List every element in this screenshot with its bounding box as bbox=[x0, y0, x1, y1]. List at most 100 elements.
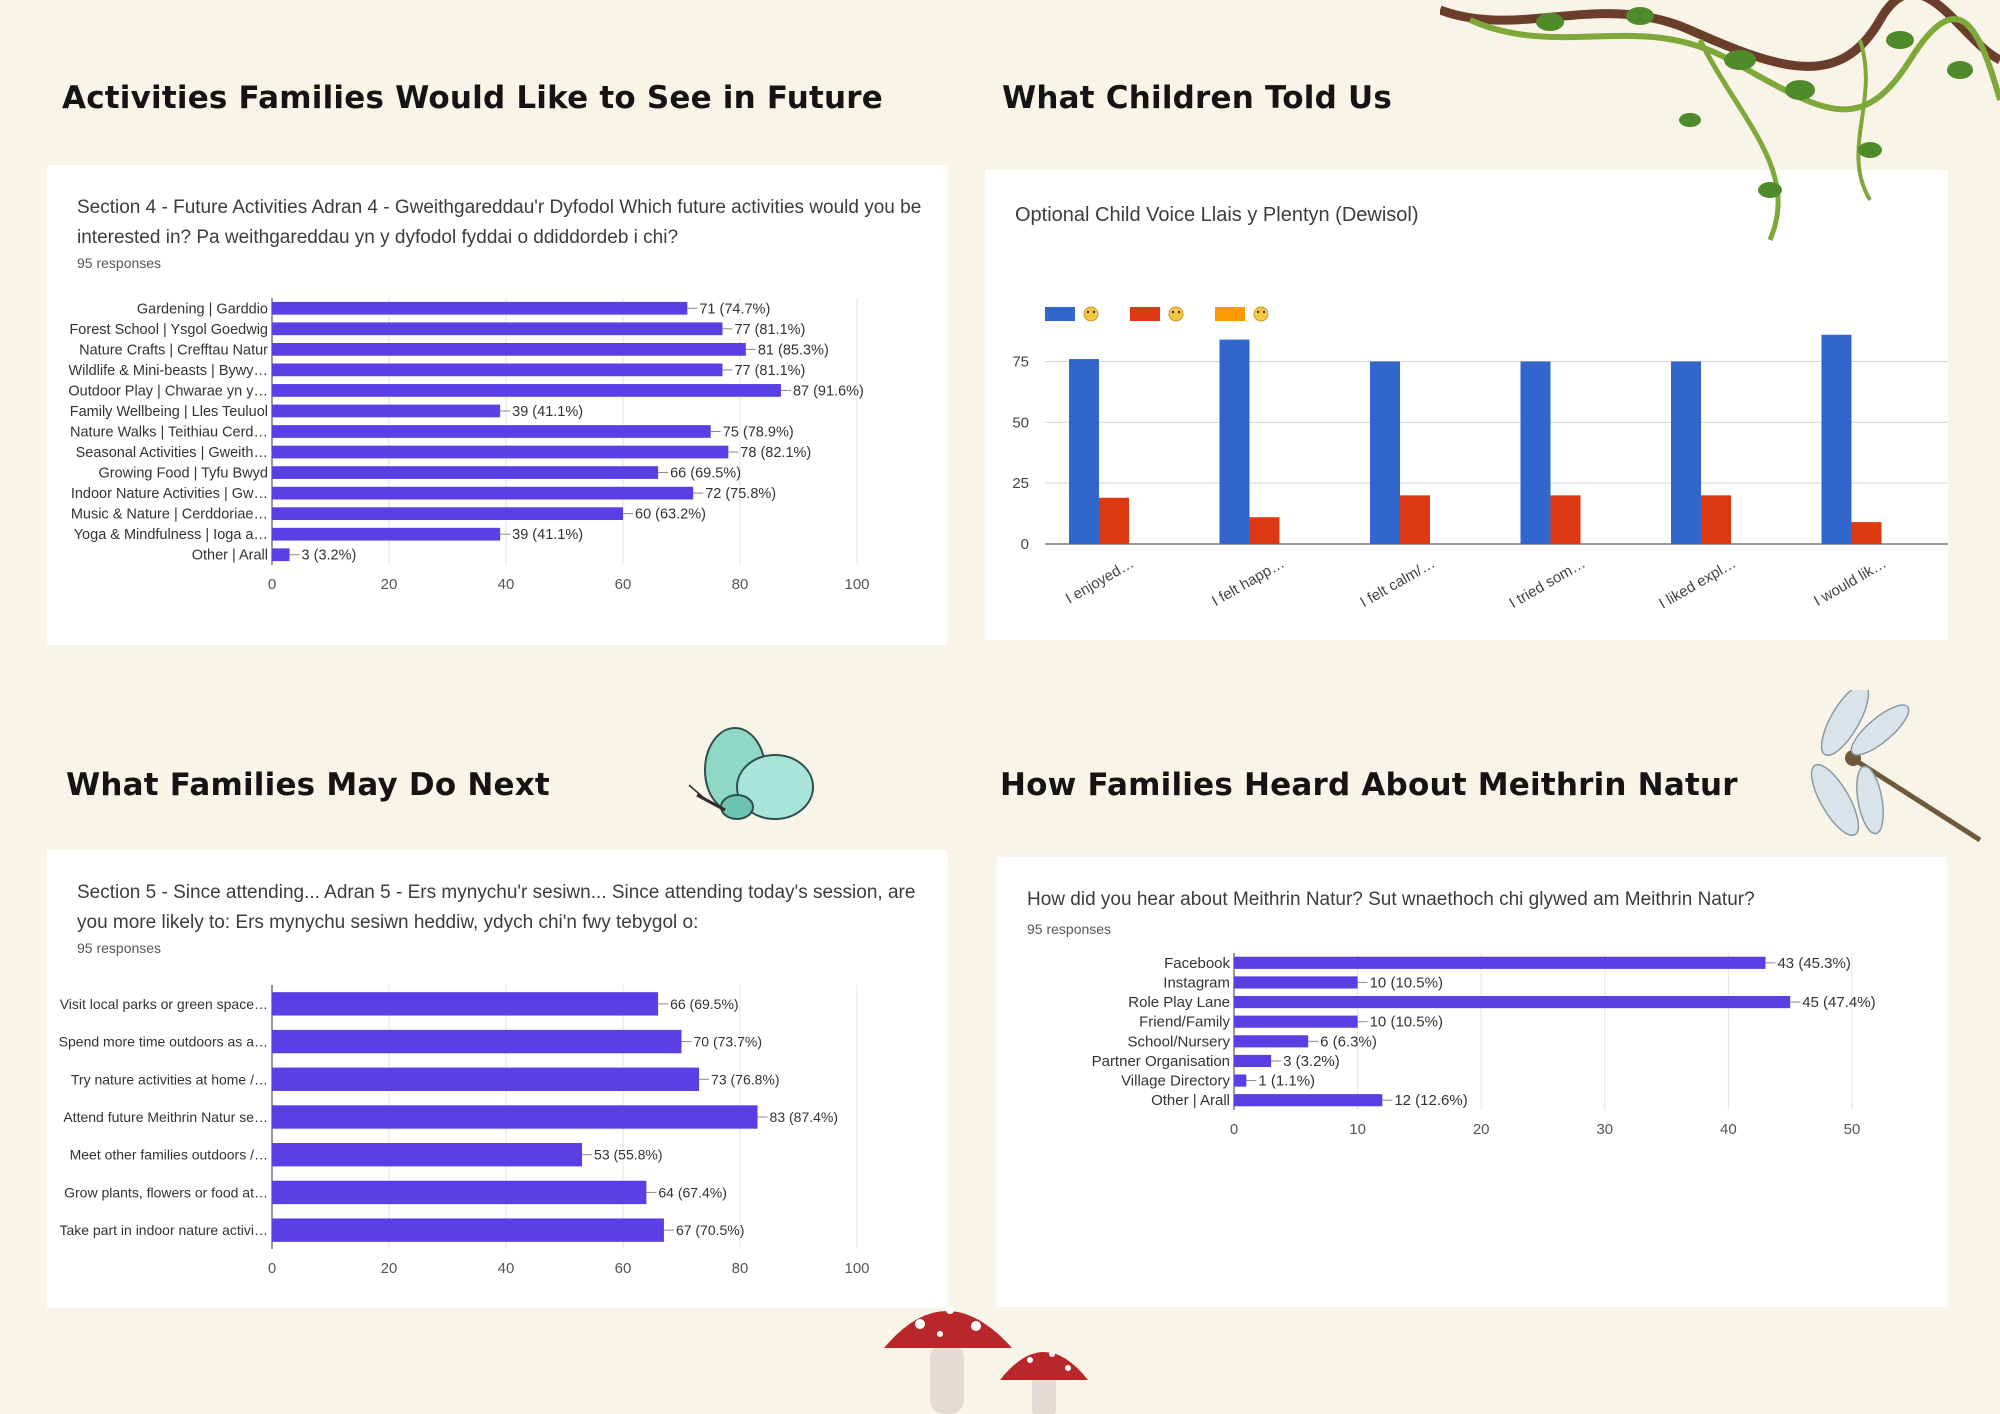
x-tick-label: 20 bbox=[381, 1260, 398, 1277]
bar bbox=[1234, 1054, 1272, 1068]
data-label: 1 (1.1%) bbox=[1258, 1073, 1315, 1090]
future-card-responses: 95 responses bbox=[77, 255, 162, 271]
data-label: 64 (67.4%) bbox=[658, 1184, 726, 1200]
heading-children-told-us: What Children Told Us bbox=[1002, 80, 1392, 116]
data-label: 67 (70.5%) bbox=[676, 1222, 744, 1238]
bar bbox=[1069, 359, 1099, 544]
y-tick-label: 0 bbox=[1021, 536, 1029, 553]
data-label: 77 (81.1%) bbox=[734, 363, 805, 379]
data-label: 66 (69.5%) bbox=[670, 466, 741, 482]
bar bbox=[1821, 334, 1852, 544]
bar bbox=[1701, 495, 1731, 544]
category-label: Outdoor Play | Chwarae yn y… bbox=[68, 383, 268, 399]
bar bbox=[272, 992, 659, 1016]
legend-eye bbox=[1086, 310, 1090, 314]
category-label: Meet other families outdoors /… bbox=[70, 1147, 268, 1163]
bar bbox=[272, 527, 501, 541]
data-label: 66 (69.5%) bbox=[670, 996, 738, 1012]
data-label: 45 (47.4%) bbox=[1802, 994, 1875, 1011]
category-label: Nature Walks | Teithiau Cerd… bbox=[70, 425, 268, 441]
bar bbox=[1234, 995, 1791, 1009]
bar bbox=[272, 466, 659, 479]
data-label: 71 (74.7%) bbox=[699, 301, 770, 317]
data-label: 87 (91.6%) bbox=[793, 383, 864, 399]
bar bbox=[272, 342, 746, 356]
legend-eye bbox=[1092, 310, 1096, 314]
bar bbox=[1671, 361, 1701, 544]
x-tick-label: 60 bbox=[615, 576, 632, 593]
x-tick-label: 40 bbox=[1720, 1121, 1737, 1138]
heard-card-responses: 95 responses bbox=[1027, 921, 1112, 937]
data-label: 72 (75.8%) bbox=[705, 486, 776, 502]
bar bbox=[272, 1067, 700, 1091]
x-tick-label: 0 bbox=[268, 576, 276, 593]
x-tick-label: 40 bbox=[498, 1260, 515, 1277]
data-label: 3 (3.2%) bbox=[302, 548, 357, 564]
category-label: I tried som… bbox=[1506, 555, 1588, 612]
category-label: I would lik… bbox=[1811, 555, 1890, 610]
bar bbox=[272, 445, 729, 459]
x-tick-label: 60 bbox=[615, 1260, 632, 1277]
data-label: 12 (12.6%) bbox=[1394, 1092, 1467, 1109]
x-tick-label: 100 bbox=[844, 576, 869, 593]
heading-future-activities: Activities Families Would Like to See in… bbox=[62, 80, 884, 116]
y-tick-label: 50 bbox=[1012, 414, 1029, 431]
category-label: Other | Arall bbox=[1151, 1092, 1230, 1109]
bar bbox=[272, 1143, 583, 1167]
bar bbox=[1219, 339, 1250, 544]
category-label: Forest School | Ysgol Goedwig bbox=[69, 322, 268, 338]
next-card-responses: 95 responses bbox=[77, 940, 162, 956]
data-label: 10 (10.5%) bbox=[1370, 1014, 1443, 1031]
heard-card-title: How did you hear about Meithrin Natur? S… bbox=[1027, 889, 1755, 910]
x-tick-label: 30 bbox=[1596, 1121, 1613, 1138]
child-card-title: Optional Child Voice Llais y Plentyn (De… bbox=[1015, 204, 1419, 226]
vine-decoration bbox=[1440, 0, 2000, 241]
x-tick-label: 10 bbox=[1349, 1121, 1366, 1138]
category-label: I enjoyed… bbox=[1063, 555, 1137, 608]
bar bbox=[272, 322, 723, 336]
bar bbox=[272, 507, 623, 521]
bar bbox=[272, 404, 501, 418]
y-tick-label: 25 bbox=[1012, 475, 1029, 492]
category-label: School/Nursery bbox=[1127, 1033, 1230, 1050]
heard-about-card: How did you hear about Meithrin Natur? S… bbox=[997, 857, 1947, 1307]
bar bbox=[272, 1105, 758, 1129]
frowning-face-icon bbox=[1253, 306, 1269, 322]
category-label: Wildlife & Mini-beasts | Bywy… bbox=[68, 363, 268, 379]
legend-swatch bbox=[1215, 307, 1245, 321]
x-tick-label: 100 bbox=[844, 1260, 869, 1277]
bar bbox=[1234, 1074, 1247, 1087]
category-label: Visit local parks or green space… bbox=[60, 996, 268, 1012]
y-tick-label: 75 bbox=[1012, 354, 1029, 371]
families-next-chart: 0 20 40 60 80 100 Visit local parks or green s… bbox=[59, 985, 870, 1277]
bar bbox=[1099, 497, 1129, 544]
data-label: 3 (3.2%) bbox=[1283, 1053, 1340, 1070]
category-label: Take part in indoor nature activi… bbox=[59, 1222, 268, 1238]
category-label: Other | Arall bbox=[192, 548, 268, 564]
bar bbox=[1234, 1094, 1383, 1107]
category-label: Grow plants, flowers or food at… bbox=[64, 1184, 268, 1200]
data-label: 73 (76.8%) bbox=[711, 1071, 779, 1087]
category-label: Music & Nature | Cerddoriae… bbox=[71, 507, 268, 523]
butterfly-decoration bbox=[688, 727, 814, 820]
bar bbox=[272, 425, 711, 438]
category-label: Spend more time outdoors as a… bbox=[59, 1034, 268, 1050]
child-voice-card: Optional Child Voice Llais y Plentyn (De… bbox=[985, 170, 1948, 640]
bar bbox=[1234, 1015, 1358, 1028]
x-tick-label: 80 bbox=[732, 1260, 749, 1277]
category-label: Friend/Family bbox=[1139, 1014, 1230, 1031]
data-label: 6 (6.3%) bbox=[1320, 1033, 1377, 1050]
data-label: 43 (45.3%) bbox=[1777, 955, 1850, 972]
bar bbox=[1234, 956, 1766, 969]
bar bbox=[272, 486, 694, 500]
category-label: Role Play Lane bbox=[1128, 994, 1230, 1011]
category-label: I felt calm/… bbox=[1357, 555, 1438, 611]
data-label: 77 (81.1%) bbox=[734, 322, 805, 338]
legend-swatch bbox=[1130, 307, 1160, 321]
data-label: 10 (10.5%) bbox=[1370, 974, 1443, 991]
child-voice-chart: 0 25 50 75 I enjoyed… I felt happ… I felt calm… bbox=[1012, 306, 1948, 612]
data-label: 83 (87.4%) bbox=[770, 1109, 838, 1125]
x-tick-label: 0 bbox=[1230, 1121, 1238, 1138]
data-label: 78 (82.1%) bbox=[740, 445, 811, 461]
bar bbox=[272, 1029, 682, 1054]
